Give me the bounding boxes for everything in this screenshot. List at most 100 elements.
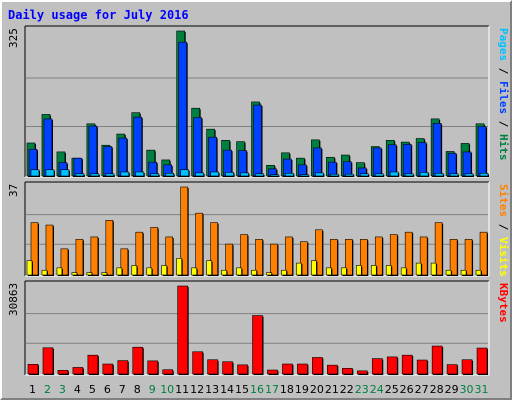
bar-kbytes-day-25: [386, 356, 398, 375]
bar-pages-day-2: [45, 169, 55, 177]
day-label-8: 8: [134, 383, 141, 396]
day-label-28: 28: [430, 383, 444, 396]
day-label-20: 20: [310, 383, 324, 396]
bar-pages-day-17: [270, 174, 279, 177]
bar-pages-day-10: [165, 173, 175, 177]
bar-sites-day-23: [359, 239, 368, 276]
bar-pages-day-3: [60, 169, 70, 177]
day-label-12: 12: [190, 383, 204, 396]
bar-pages-day-26: [404, 173, 414, 177]
bar-visits-day-19: [296, 262, 302, 276]
bar-sites-day-11: [180, 186, 188, 276]
bar-kbytes-day-21: [327, 364, 338, 375]
bar-files-day-30: [462, 151, 472, 177]
bar-kbytes-day-7: [117, 360, 129, 375]
bar-files-day-24: [372, 147, 382, 177]
bar-pages-day-28: [434, 173, 444, 177]
bar-pages-day-14: [225, 172, 234, 177]
bar-kbytes-day-19: [297, 363, 308, 375]
bar-kbytes-day-10: [162, 369, 174, 375]
bar-kbytes-day-18: [282, 363, 293, 375]
bar-pages-day-25: [389, 171, 399, 177]
bar-kbytes-day-5: [87, 354, 99, 375]
bar-visits-day-21: [326, 267, 332, 276]
day-label-4: 4: [74, 383, 81, 396]
bar-files-day-27: [417, 142, 427, 177]
bar-files-day-11: [178, 41, 187, 177]
bar-sites-day-22: [345, 239, 353, 276]
bar-visits-day-12: [191, 267, 197, 276]
bar-kbytes-day-28: [431, 345, 443, 375]
bar-kbytes-day-23: [356, 370, 368, 375]
bar-kbytes-day-27: [416, 359, 428, 375]
bar-visits-day-26: [400, 267, 407, 276]
bar-files-day-12: [193, 117, 202, 177]
bar-pages-day-29: [449, 173, 459, 177]
chart-title: Daily usage for July 2016: [8, 8, 189, 22]
bar-files-day-20: [313, 147, 322, 177]
bar-sites-day-31: [479, 231, 488, 276]
bar-kbytes-day-13: [207, 359, 218, 375]
day-label-14: 14: [220, 383, 234, 396]
bar-files-day-14: [223, 149, 232, 177]
bar-visits-day-8: [131, 265, 138, 276]
day-label-13: 13: [205, 383, 219, 396]
bar-visits-day-18: [281, 269, 287, 276]
bar-files-day-6: [103, 146, 113, 177]
bar-sites-day-24: [374, 236, 383, 276]
bar-kbytes-day-17: [267, 369, 278, 375]
bar-pages-day-13: [210, 171, 219, 177]
bar-files-day-25: [387, 144, 397, 177]
bar-kbytes-day-29: [446, 364, 458, 375]
day-label-7: 7: [119, 383, 126, 396]
bar-visits-day-23: [355, 265, 362, 276]
bar-sites-day-25: [389, 234, 398, 276]
bar-visits-day-22: [341, 267, 347, 276]
bar-visits-day-25: [385, 265, 392, 276]
bar-files-day-5: [88, 125, 98, 177]
bar-sites-day-12: [195, 212, 203, 276]
bar-sites-day-15: [240, 234, 248, 276]
bar-kbytes-day-8: [132, 346, 144, 375]
bar-visits-day-20: [311, 260, 317, 276]
day-label-1: 1: [29, 383, 36, 396]
bar-files-day-4: [73, 157, 83, 177]
bar-sites-day-8: [135, 231, 144, 276]
day-label-19: 19: [295, 383, 309, 396]
bar-sites-day-4: [75, 239, 84, 276]
day-label-31: 31: [475, 383, 489, 396]
bar-visits-day-11: [176, 258, 182, 276]
bar-pages-day-1: [30, 169, 40, 177]
bar-visits-day-24: [370, 265, 377, 276]
bar-pages-day-18: [285, 173, 294, 177]
bar-kbytes-day-20: [312, 357, 323, 375]
bar-sites-day-26: [404, 231, 413, 276]
bar-kbytes-day-9: [147, 360, 159, 375]
bar-visits-day-10: [161, 265, 168, 276]
bar-pages-day-27: [419, 172, 429, 177]
bar-visits-day-13: [206, 260, 212, 276]
bar-visits-day-14: [221, 269, 227, 276]
bar-pages-day-30: [464, 173, 474, 177]
bar-pages-day-17-shadow: [271, 175, 280, 177]
bar-sites-day-1: [30, 222, 39, 276]
bar-kbytes-day-16: [252, 315, 263, 375]
bar-sites-day-17: [270, 243, 278, 276]
bar-kbytes-day-11: [177, 285, 188, 375]
bar-visits-day-15: [236, 267, 242, 276]
bar-pages-day-12: [195, 172, 204, 177]
day-label-16: 16: [250, 383, 264, 396]
day-label-21: 21: [325, 383, 339, 396]
day-label-17: 17: [265, 383, 279, 396]
bar-sites-day-16: [255, 239, 263, 276]
bar-pages-day-31: [479, 173, 489, 177]
bar-pages-day-23: [359, 173, 369, 177]
bar-kbytes-day-31: [476, 347, 488, 375]
bar-visits-day-2: [41, 269, 48, 276]
bar-files-day-2: [43, 118, 53, 177]
bar-visits-day-17: [266, 272, 272, 276]
bar-pages-day-20: [315, 172, 324, 177]
day-label-26: 26: [400, 383, 414, 396]
day-label-23: 23: [355, 383, 369, 396]
